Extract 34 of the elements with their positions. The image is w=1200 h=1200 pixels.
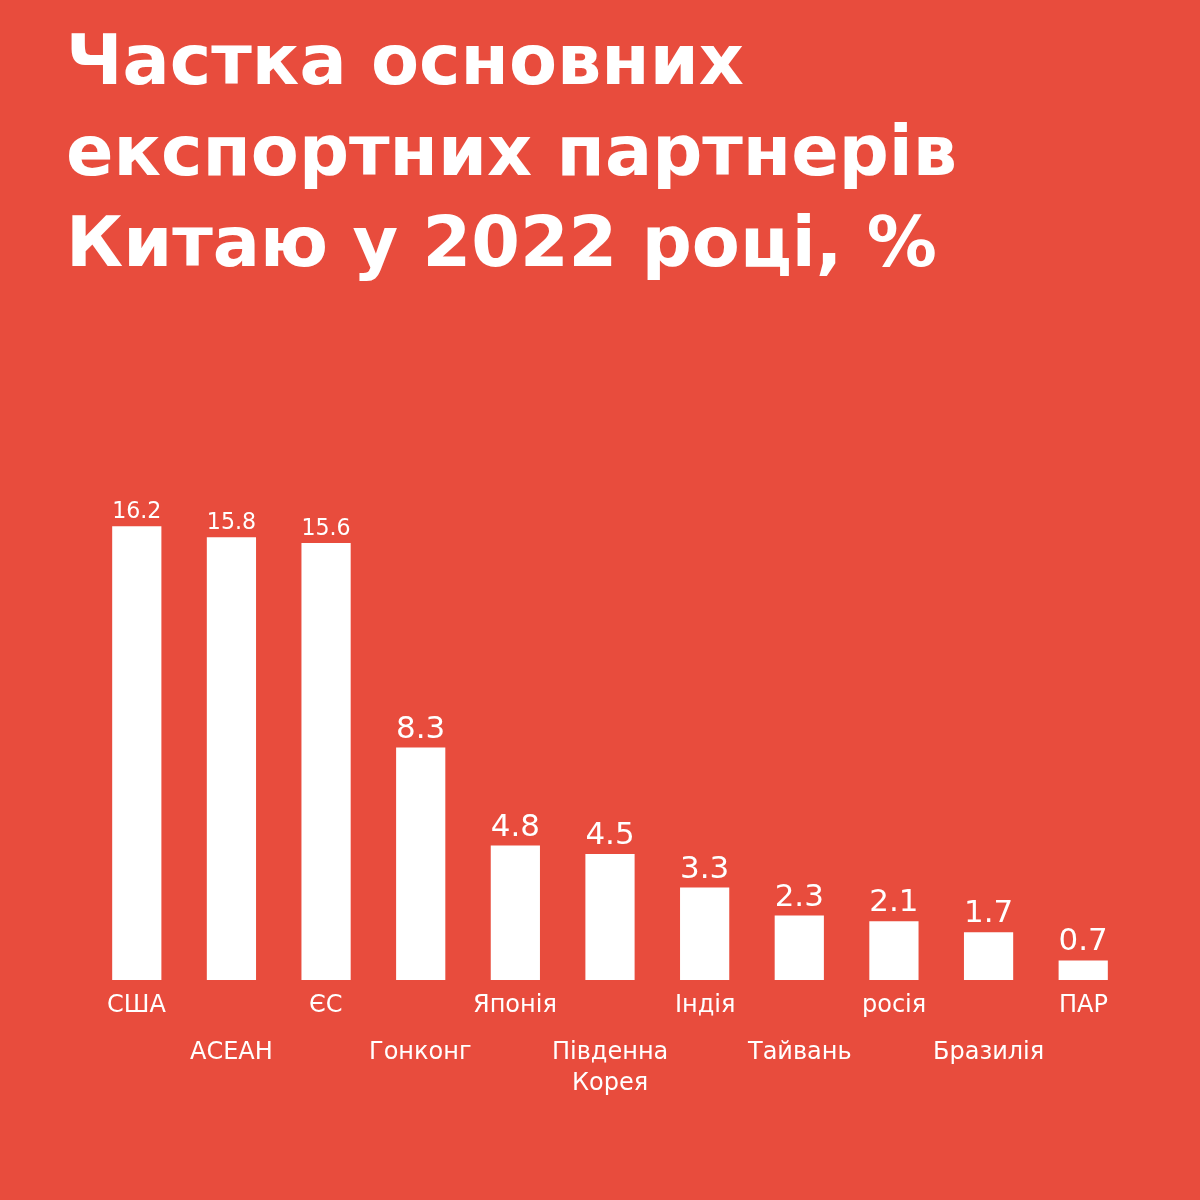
x-tick-label: АСЕАН [190,1037,273,1065]
data-label: 1.7 [963,893,1014,930]
data-label: 0.7 [1058,921,1108,958]
x-tick-label: Південна Корея [552,1037,669,1097]
bar [490,845,540,980]
bar [206,537,257,980]
bar [301,542,351,980]
x-tick-label: росія [862,990,927,1018]
bar [774,915,824,980]
x-tick-label: Японія [473,990,557,1018]
x-tick-label: Гонконг [369,1037,472,1065]
data-label: 16.2 [112,497,162,524]
bar [680,887,730,980]
chart-title: Частка основних експортних партнерів Китаю у 2022 році, % [66,19,958,283]
x-tick-label: Індія [675,990,736,1018]
data-label: 8.3 [396,708,446,745]
data-label: 4.8 [490,806,540,843]
bar [869,921,919,980]
x-tick-label: Бразилія [933,1037,1045,1065]
data-label: 3.3 [680,848,730,885]
data-label: 15.8 [206,508,257,535]
bar [1058,960,1108,980]
x-tick-label: Тайвань [747,1037,852,1065]
data-label: 2.3 [774,876,824,913]
bar [963,932,1014,980]
data-label: 4.5 [585,814,635,851]
x-tick-label: США [107,990,167,1018]
data-label: 2.1 [869,882,919,919]
x-tick-label: ПАР [1059,990,1108,1018]
x-tick-label: ЄС [309,990,343,1018]
bar [112,526,162,980]
bar [585,853,635,980]
bar [396,747,446,980]
data-label: 15.6 [301,513,351,540]
